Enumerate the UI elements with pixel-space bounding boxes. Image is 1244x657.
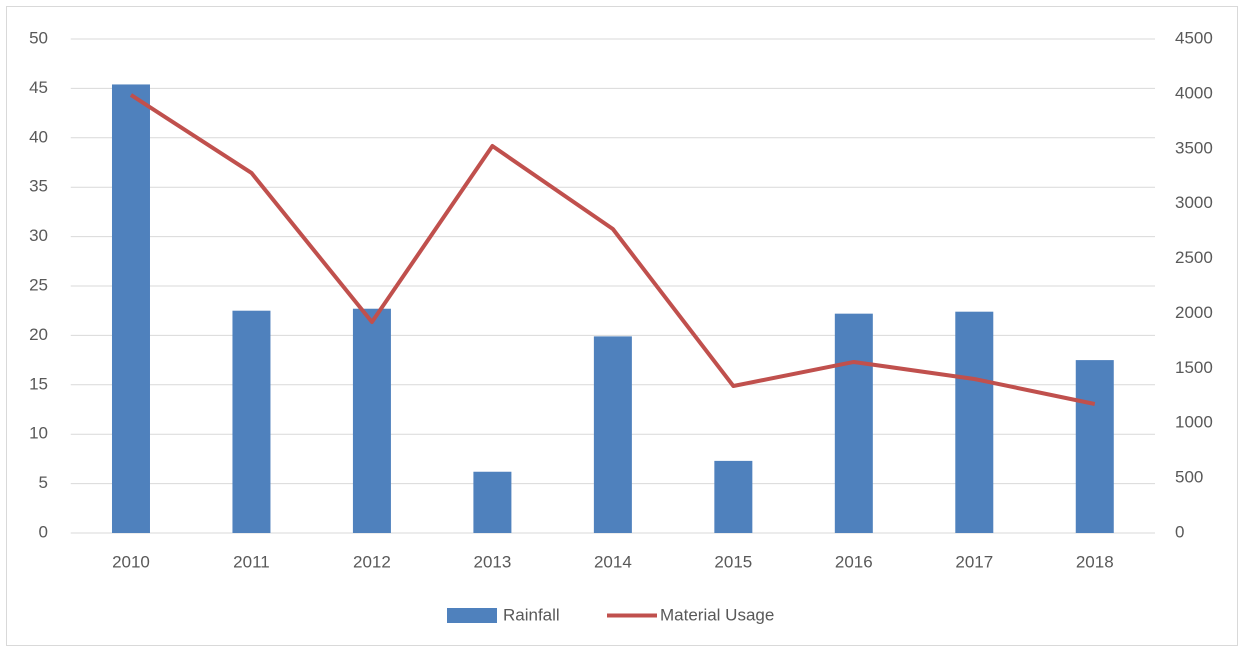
y-tick-label: 20 [29, 325, 48, 344]
y2-tick-label: 2500 [1175, 248, 1213, 267]
bar [352, 308, 391, 533]
bar [473, 471, 512, 533]
x-tick-label: 2015 [714, 552, 752, 571]
x-tick-label: 2010 [112, 552, 150, 571]
legend-swatch [447, 608, 497, 623]
y-tick-label: 15 [29, 374, 48, 393]
bar [232, 310, 271, 533]
bar [955, 311, 994, 533]
bar [111, 84, 150, 533]
y2-tick-label: 3000 [1175, 193, 1213, 212]
bar [834, 313, 873, 533]
y-tick-label: 0 [39, 522, 48, 541]
y-tick-label: 35 [29, 177, 48, 196]
y2-tick-label: 4000 [1175, 83, 1213, 102]
x-tick-label: 2014 [594, 552, 632, 571]
y2-tick-label: 1500 [1175, 358, 1213, 377]
x-tick-label: 2016 [835, 552, 873, 571]
bar [593, 336, 632, 533]
y-tick-label: 25 [29, 275, 48, 294]
y-tick-label: 50 [29, 28, 48, 47]
x-tick-label: 2013 [473, 552, 511, 571]
y2-tick-label: 4500 [1175, 28, 1213, 47]
y2-tick-label: 500 [1175, 468, 1203, 487]
y-tick-label: 30 [29, 226, 48, 245]
x-tick-label: 2011 [233, 552, 270, 571]
x-tick-label: 2012 [353, 552, 391, 571]
y2-tick-label: 1000 [1175, 413, 1213, 432]
y-tick-label: 10 [29, 424, 48, 443]
y-tick-label: 40 [29, 127, 48, 146]
y-tick-label: 5 [39, 473, 48, 492]
bar [714, 460, 753, 533]
line [129, 93, 1096, 406]
y2-tick-label: 0 [1175, 522, 1184, 541]
y2-tick-label: 3500 [1175, 138, 1213, 157]
legend-label: Material Usage [660, 605, 774, 624]
bar [1075, 360, 1114, 533]
x-tick-label: 2018 [1076, 552, 1114, 571]
y-tick-label: 45 [29, 78, 48, 97]
legend-label: Rainfall [503, 605, 560, 624]
x-tick-label: 2017 [955, 552, 993, 571]
chart-border [6, 6, 1238, 646]
y2-tick-label: 2000 [1175, 303, 1213, 322]
